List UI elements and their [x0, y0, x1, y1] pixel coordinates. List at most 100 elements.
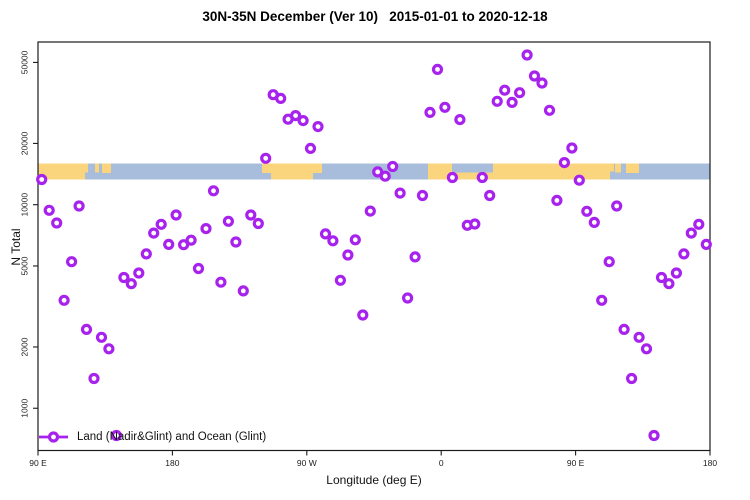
data-points-layer: [36, 49, 712, 442]
data-point: [155, 218, 167, 230]
data-point: [327, 235, 339, 247]
y-tick-label: 1000: [20, 399, 30, 418]
x-axis-label: Longitude (deg E): [326, 473, 422, 487]
data-point: [431, 63, 444, 76]
data-point: [506, 96, 518, 109]
data-point: [476, 171, 488, 184]
data-point: [43, 204, 55, 216]
data-point: [424, 106, 436, 119]
data-point: [230, 236, 242, 248]
data-point: [185, 234, 197, 246]
data-point: [484, 189, 496, 202]
data-point: [528, 70, 541, 82]
data-point: [200, 223, 212, 235]
data-point: [446, 171, 458, 184]
data-point: [513, 87, 526, 99]
x-tick-label: 180: [703, 458, 717, 468]
data-point: [693, 218, 705, 230]
data-point: [148, 227, 160, 239]
data-point: [192, 262, 205, 275]
data-point: [633, 331, 645, 343]
data-point: [133, 267, 145, 279]
data-point: [95, 331, 108, 343]
data-point: [603, 256, 615, 268]
x-tick-label: 90 W: [297, 458, 317, 468]
plot-box: [37, 41, 711, 452]
data-point: [625, 372, 638, 385]
data-point: [275, 92, 287, 105]
data-point: [297, 114, 309, 127]
legend: Land (Nadir&Glint) and Ocean (Glint): [38, 429, 266, 445]
x-tick-label: 90 E: [567, 458, 585, 468]
map-band-segment-land: [38, 163, 86, 180]
map-band-segment-land: [625, 163, 639, 174]
data-point: [65, 256, 78, 268]
y-tick-label: 10000: [20, 193, 30, 217]
data-point: [334, 274, 346, 286]
data-point: [379, 170, 391, 182]
y-tick-label: 50000: [20, 50, 30, 74]
data-point: [409, 251, 421, 263]
map-band-segment-land: [102, 163, 112, 174]
data-point: [454, 113, 466, 126]
data-point: [394, 187, 406, 199]
map-band-segment-ocean: [451, 163, 494, 173]
data-point: [670, 267, 683, 279]
data-point: [215, 276, 227, 288]
map-band-segment-ocean: [262, 173, 271, 180]
data-point: [118, 271, 130, 284]
data-point: [163, 238, 175, 250]
data-point: [700, 238, 712, 250]
data-point: [73, 200, 85, 212]
data-point: [536, 77, 548, 89]
data-point: [402, 292, 414, 304]
data-point: [178, 239, 190, 251]
plot-generated-under: 90 E 180 90 W 0 90 E 180 1000 2000 5000 10000 2000…: [20, 41, 717, 468]
data-point: [573, 174, 585, 186]
data-point: [80, 323, 93, 335]
data-point: [596, 294, 608, 306]
data-point: [319, 228, 332, 240]
data-point: [349, 234, 361, 246]
map-band-segment-land: [262, 163, 323, 180]
data-point: [663, 278, 675, 290]
data-point: [103, 343, 115, 355]
data-point: [655, 271, 668, 284]
data-point: [678, 248, 690, 260]
x-tick-label: 0: [439, 458, 444, 468]
data-point: [648, 429, 660, 442]
data-point: [640, 343, 653, 355]
data-point: [581, 205, 593, 217]
data-point: [611, 200, 623, 212]
x-tick-label: 90 E: [29, 458, 47, 468]
data-point: [357, 309, 369, 321]
data-point: [51, 217, 63, 229]
data-point: [312, 120, 324, 133]
legend-label: Land (Nadir&Glint) and Ocean (Glint): [77, 431, 267, 443]
data-point: [290, 109, 302, 122]
data-point: [551, 194, 563, 206]
data-point: [439, 101, 451, 113]
map-band-segment-land: [95, 163, 99, 173]
data-point: [237, 285, 249, 297]
data-point: [499, 84, 511, 96]
data-point: [469, 218, 481, 230]
map-band-segment-land: [615, 163, 621, 173]
data-point: [685, 227, 697, 239]
map-band-segment-land: [85, 163, 89, 173]
data-point: [491, 95, 503, 107]
y-tick-label: 2000: [20, 337, 30, 356]
data-point: [521, 49, 533, 61]
legend-open-circle-icon: [47, 431, 60, 443]
x-tick-label: 180: [165, 458, 179, 468]
data-point: [566, 142, 578, 154]
map-band-segment-ocean: [312, 173, 323, 180]
data-point: [140, 248, 152, 260]
y-tick-label: 5000: [20, 256, 30, 275]
data-point: [387, 160, 399, 173]
data-point: [618, 323, 630, 335]
data-point: [58, 294, 70, 306]
data-point: [88, 372, 100, 385]
